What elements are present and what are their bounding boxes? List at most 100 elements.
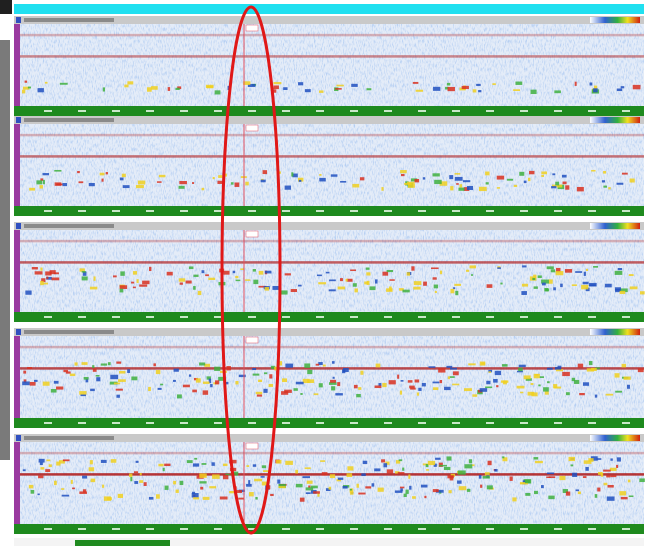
indication bbox=[202, 496, 210, 500]
indication bbox=[205, 274, 209, 277]
indication bbox=[399, 486, 405, 489]
indication bbox=[101, 178, 104, 182]
indication bbox=[418, 387, 422, 391]
indication bbox=[278, 486, 286, 489]
indication bbox=[516, 385, 525, 389]
indication bbox=[356, 393, 361, 398]
indication bbox=[179, 180, 187, 185]
footer-slider[interactable] bbox=[75, 540, 170, 546]
axis-bar bbox=[14, 106, 644, 116]
axis-tick-label bbox=[350, 210, 358, 212]
indication bbox=[400, 380, 404, 382]
indication bbox=[131, 376, 138, 381]
indication bbox=[204, 363, 211, 367]
indication bbox=[208, 277, 216, 281]
axis-tick-label bbox=[248, 422, 256, 424]
indication bbox=[552, 173, 556, 176]
reflector-line bbox=[20, 133, 644, 137]
indication bbox=[53, 272, 59, 275]
indication bbox=[218, 376, 224, 381]
indication bbox=[454, 283, 462, 286]
indication bbox=[188, 374, 192, 377]
indication bbox=[445, 86, 449, 90]
indication bbox=[38, 475, 44, 479]
indication bbox=[565, 392, 570, 396]
indication bbox=[466, 185, 474, 190]
indication bbox=[478, 475, 482, 479]
indication bbox=[27, 367, 33, 369]
indication bbox=[520, 391, 524, 394]
indication bbox=[263, 470, 271, 472]
indication bbox=[547, 381, 550, 384]
indication bbox=[627, 479, 631, 483]
indication bbox=[261, 481, 267, 486]
indication bbox=[193, 274, 199, 277]
indication bbox=[306, 480, 313, 484]
indication bbox=[295, 483, 303, 488]
indication bbox=[326, 488, 331, 492]
indication bbox=[179, 480, 184, 486]
indication bbox=[279, 290, 288, 295]
indication bbox=[217, 180, 224, 184]
indication bbox=[345, 278, 348, 282]
indication bbox=[557, 365, 562, 368]
indication bbox=[500, 282, 503, 285]
indication bbox=[453, 287, 456, 290]
indication bbox=[443, 466, 451, 471]
reflector-line bbox=[20, 155, 644, 158]
indication bbox=[146, 87, 152, 92]
indication bbox=[432, 381, 440, 384]
indication bbox=[113, 382, 121, 385]
axis-tick-label bbox=[146, 110, 154, 112]
indication bbox=[394, 490, 403, 493]
indication bbox=[407, 380, 413, 383]
indication bbox=[435, 457, 441, 460]
indication bbox=[109, 381, 118, 385]
indication bbox=[291, 172, 294, 177]
indication bbox=[232, 270, 236, 274]
indication bbox=[389, 286, 392, 291]
indication bbox=[193, 286, 196, 290]
indication bbox=[62, 459, 70, 462]
axis-tick-label bbox=[452, 110, 460, 112]
indication bbox=[492, 83, 496, 85]
indication bbox=[74, 362, 78, 366]
indication bbox=[253, 279, 259, 285]
indication bbox=[298, 284, 302, 287]
indication bbox=[409, 485, 412, 490]
indication bbox=[51, 277, 60, 281]
indication bbox=[541, 279, 549, 284]
indication bbox=[532, 277, 536, 281]
indication bbox=[45, 271, 52, 276]
indication bbox=[119, 370, 126, 374]
indication bbox=[230, 471, 239, 476]
indication bbox=[214, 366, 221, 371]
indication bbox=[293, 388, 298, 391]
indication bbox=[56, 461, 61, 466]
indication bbox=[620, 288, 628, 293]
indication bbox=[457, 480, 462, 484]
indication bbox=[329, 279, 336, 282]
indication bbox=[46, 276, 52, 280]
indication bbox=[36, 180, 43, 185]
indication bbox=[518, 364, 526, 368]
indication bbox=[139, 480, 144, 483]
indication bbox=[92, 365, 95, 369]
indication bbox=[201, 187, 205, 191]
indication bbox=[480, 484, 483, 488]
axis-bar bbox=[14, 418, 644, 428]
axis-tick-label bbox=[112, 316, 120, 318]
indication bbox=[623, 376, 631, 380]
indication bbox=[402, 467, 405, 471]
indication bbox=[366, 272, 371, 276]
indication bbox=[533, 274, 537, 279]
indication bbox=[202, 390, 209, 395]
indication bbox=[454, 176, 463, 181]
indication bbox=[406, 181, 415, 184]
indication bbox=[116, 394, 120, 398]
indication bbox=[342, 485, 348, 489]
indication bbox=[533, 373, 540, 379]
cursor-tag bbox=[245, 336, 259, 344]
indication bbox=[158, 174, 166, 178]
indication bbox=[229, 459, 237, 464]
